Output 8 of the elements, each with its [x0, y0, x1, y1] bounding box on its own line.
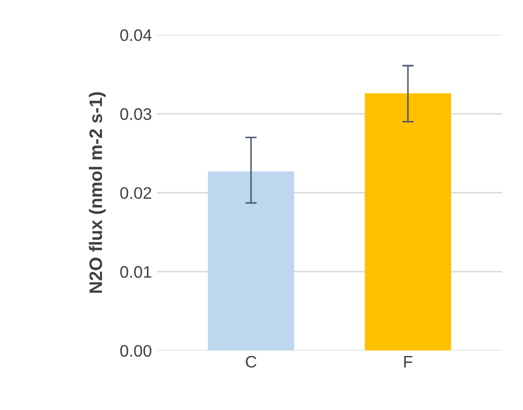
y-tick-label: 0.02 — [120, 187, 152, 199]
x-tick-label: F — [404, 356, 412, 368]
x-tick-label: C — [246, 356, 256, 368]
y-tick-label: 0.01 — [120, 266, 152, 278]
y-axis-title: N2O flux (nmol m-2 s-1) — [88, 92, 106, 293]
y-tick-label: 0.03 — [120, 108, 152, 120]
y-tick-label: 0.00 — [120, 344, 152, 357]
y-tick-label: 0.04 — [120, 29, 152, 42]
